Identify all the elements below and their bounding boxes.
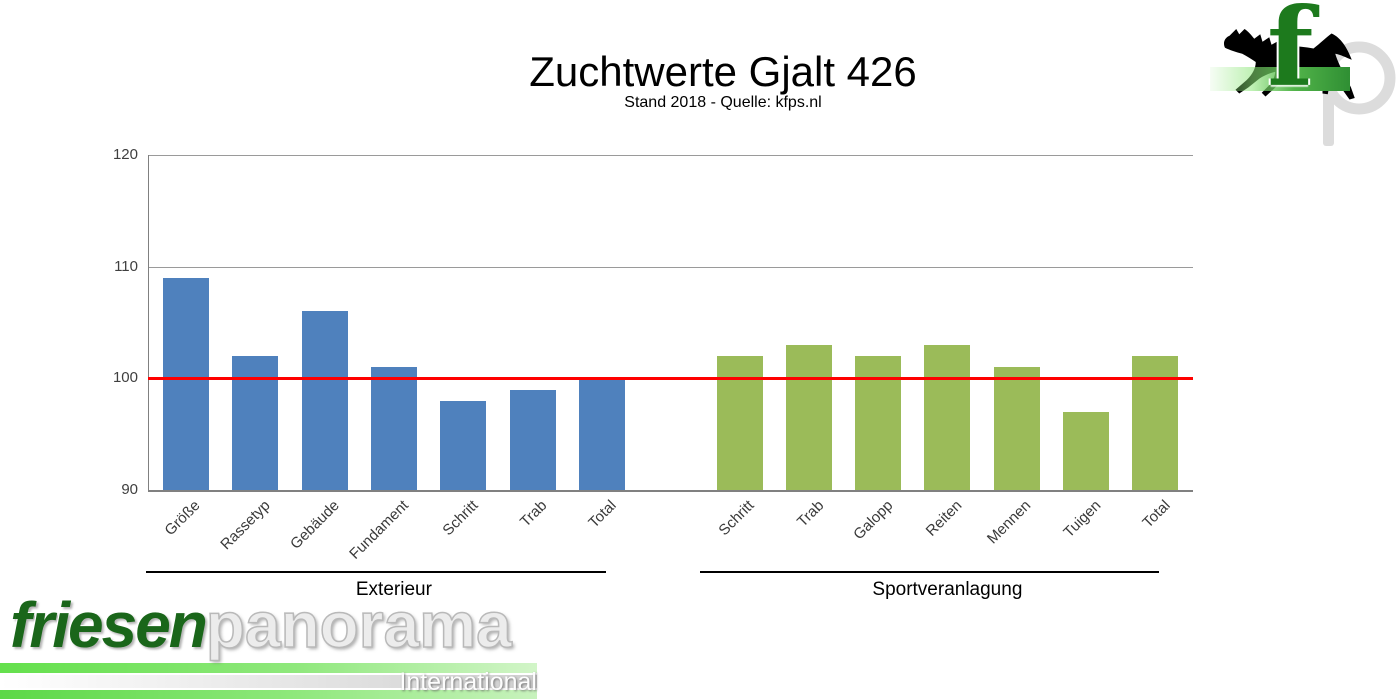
y-tick-label-110: 110 [114, 257, 138, 275]
logo-word-friesen: friesen [10, 589, 208, 661]
bar-gebäude [301, 311, 348, 490]
bar-schritt [716, 356, 763, 490]
x-tick-label-rassetyp: Rassetyp [217, 497, 274, 554]
bar-total [1132, 356, 1179, 490]
x-tick-label-tuigen: Tuigen [1059, 497, 1105, 542]
bar-trab [785, 344, 832, 490]
logo-wordmark: friesenpanorama [10, 589, 512, 661]
gridline-110 [148, 266, 1193, 268]
friesenpanorama-wordmark-logo: friesenpanorama International [0, 589, 560, 700]
logo-green-band [1210, 67, 1350, 91]
bar-reiten [924, 344, 971, 490]
bar-rassetyp [232, 356, 279, 490]
x-tick-label-mennen: Mennen [984, 497, 1035, 548]
logo-letter-f: f [1267, 0, 1314, 111]
reference-line-100 [148, 377, 1193, 381]
chart-title: Zuchtwerte Gjalt 426 [529, 48, 917, 95]
bar-mennen [993, 367, 1040, 490]
x-tick-label-trab: Trab [517, 497, 551, 531]
y-tick-label-100: 100 [112, 369, 138, 387]
x-axis-line [148, 490, 1193, 492]
bar-schritt [440, 400, 487, 490]
group-label-sportveranlagung: Sportveranlagung [872, 579, 1023, 600]
bar-trab [509, 389, 556, 490]
x-tick-label-galopp: Galopp [849, 497, 897, 544]
group-label-exterieur: Exterieur [355, 579, 432, 600]
x-tick-label-trab: Trab [793, 497, 827, 531]
x-tick-label-gebäude: Gebäude [286, 497, 343, 553]
logo-word-international: International [399, 668, 537, 696]
x-tick-label-fundament: Fundament [346, 497, 412, 563]
bar-total [578, 378, 625, 490]
chart-subtitle: Stand 2018 - Quelle: kfps.nl [624, 94, 822, 111]
x-tick-label-schritt: Schritt [715, 497, 758, 540]
x-tick-label-reiten: Reiten [922, 497, 966, 540]
logo-stripe-white-middle [0, 675, 537, 688]
group-line-sportveranlagung [699, 571, 1160, 573]
x-tick-label-total: Total [585, 497, 620, 532]
logo-word-panorama: panorama [205, 589, 512, 661]
gridline-120 [148, 155, 1193, 156]
y-tick-label-90: 90 [121, 481, 138, 498]
x-tick-label-schritt: Schritt [439, 497, 482, 540]
x-tick-label-total: Total [1138, 497, 1174, 532]
bar-tuigen [1063, 411, 1109, 490]
bar-galopp [855, 356, 902, 490]
friesenpanorama-horse-logo: f [1205, 0, 1400, 146]
y-tick-label-120: 120 [112, 146, 138, 163]
logo-stripe-green-top [0, 663, 537, 673]
bar-größe [163, 277, 209, 490]
bar-fundament [370, 367, 417, 490]
logo-stripe-green-bottom [0, 690, 537, 699]
horse-icon [1223, 29, 1355, 100]
x-tick-label-größe: Größe [161, 497, 205, 540]
y-axis-line [148, 155, 149, 490]
group-line-exterieur [146, 571, 606, 573]
